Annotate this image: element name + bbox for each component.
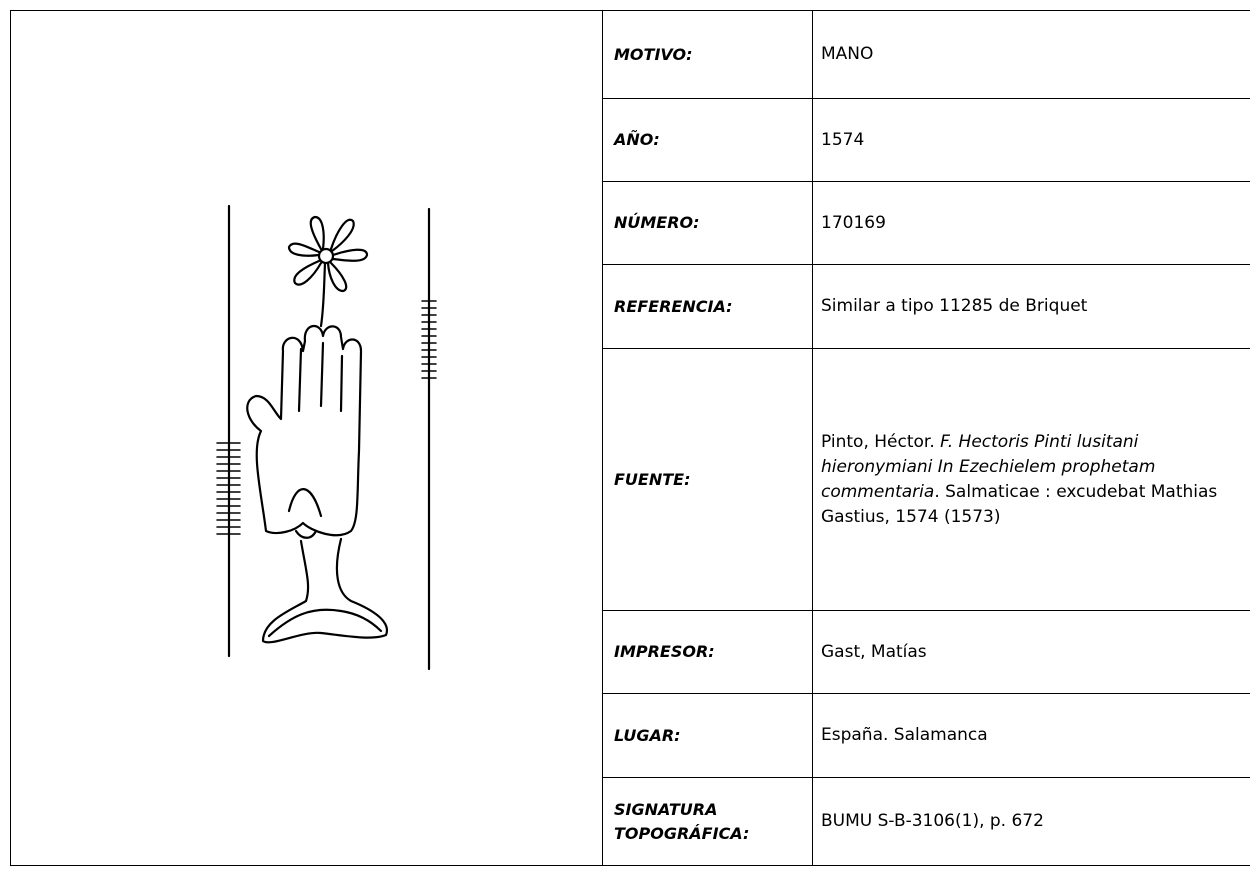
field-label: MOTIVO: (603, 11, 813, 99)
field-value: Pinto, Héctor. F. Hectoris Pinti lusitan… (813, 349, 1250, 611)
field-value-text: BUMU S-B-3106(1), p. 672 (821, 811, 1044, 831)
field-value: 170169 (813, 182, 1250, 265)
source-title: F. Hectoris Pinti lusitani hieronymiani … (821, 431, 1156, 502)
field-label-text: IMPRESOR: (614, 642, 715, 661)
field-value: España. Salamanca (813, 694, 1250, 778)
record-table: MOTIVO: MANO AÑO: 1574 NÚMERO: 170169 REFERENC… (10, 10, 1250, 866)
field-label-text: SIGNATURA TOPOGRÁFICA: (614, 799, 750, 843)
watermark-image (11, 11, 603, 865)
field-value-text: Gast, Matías (821, 641, 927, 662)
field-label-text: MOTIVO: (614, 44, 693, 64)
field-label-text: AÑO: (614, 130, 660, 149)
field-value-text: España. Salamanca (821, 725, 988, 745)
field-value-text: Similar a tipo 11285 de Briquet (821, 296, 1088, 316)
source-imprint: . Salmaticae : excudebat Mathias Gastius… (821, 481, 1218, 527)
field-value: MANO (813, 11, 1250, 99)
field-value: Similar a tipo 11285 de Briquet (813, 265, 1250, 349)
field-label: REFERENCIA: (603, 265, 813, 349)
field-label-text: REFERENCIA: (614, 296, 733, 316)
field-value-text: 1574 (821, 129, 865, 150)
field-value: BUMU S-B-3106(1), p. 672 (813, 778, 1250, 865)
field-label: FUENTE: (603, 349, 813, 611)
field-label-text: LUGAR: (614, 725, 681, 745)
field-value: 1574 (813, 99, 1250, 182)
field-label: LUGAR: (603, 694, 813, 778)
field-label: SIGNATURA TOPOGRÁFICA: (603, 778, 813, 865)
field-label-text: NÚMERO: (614, 213, 700, 232)
field-label: NÚMERO: (603, 182, 813, 265)
source-author: Pinto, Héctor. (821, 431, 935, 452)
field-value: Gast, Matías (813, 611, 1250, 694)
watermark-drawing (216, 204, 437, 671)
field-label: IMPRESOR: (603, 611, 813, 694)
field-value-text: Pinto, Héctor. F. Hectoris Pinti lusitan… (821, 430, 1250, 530)
field-value-text: MANO (821, 44, 874, 64)
field-label-text: FUENTE: (614, 469, 691, 489)
field-label: AÑO: (603, 99, 813, 182)
field-value-text: 170169 (821, 212, 886, 233)
